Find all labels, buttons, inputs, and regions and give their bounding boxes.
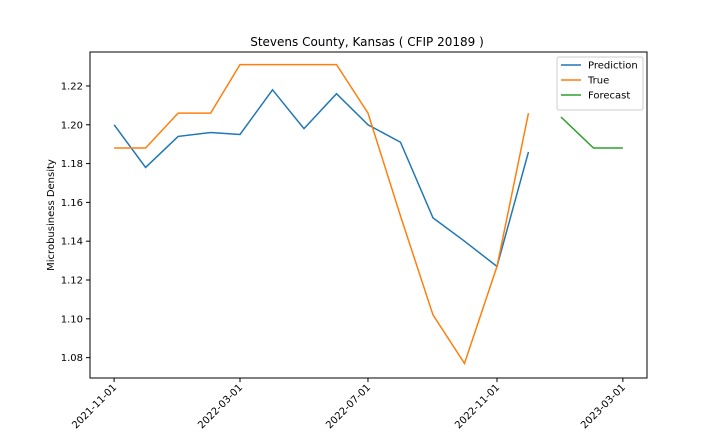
legend-label: Prediction (588, 61, 638, 72)
y-tick-label: 1.10 (61, 314, 83, 325)
series-line-forecast (560, 116, 623, 149)
y-tick-label: 1.20 (61, 120, 83, 131)
y-tick-label: 1.12 (61, 276, 83, 287)
chart-title: Stevens County, Kansas ( CFIP 20189 ) (250, 35, 484, 49)
series-line-true (114, 63, 530, 366)
y-tick-label: 1.14 (61, 237, 83, 248)
x-tick-label: 2022-07-01 (324, 382, 373, 431)
y-tick-label: 1.16 (61, 198, 83, 209)
y-tick-label: 1.08 (61, 353, 83, 364)
legend: Prediction True Forecast (556, 56, 644, 111)
legend-label: Forecast (588, 91, 630, 102)
y-tick-label: 1.22 (61, 81, 83, 92)
y-axis-label: Microbusiness Density (46, 159, 57, 271)
x-tick-label: 2021-11-01 (70, 382, 119, 431)
series-line-prediction (113, 88, 530, 268)
x-tick-label: 2022-11-01 (453, 382, 502, 431)
legend-label: True (587, 76, 609, 87)
legend-box (556, 56, 644, 111)
x-tick-label: 2023-03-01 (579, 382, 628, 431)
y-tick-label: 1.18 (61, 159, 83, 170)
x-tick-label: 2022-03-01 (196, 382, 245, 431)
plot-frame (89, 51, 648, 379)
